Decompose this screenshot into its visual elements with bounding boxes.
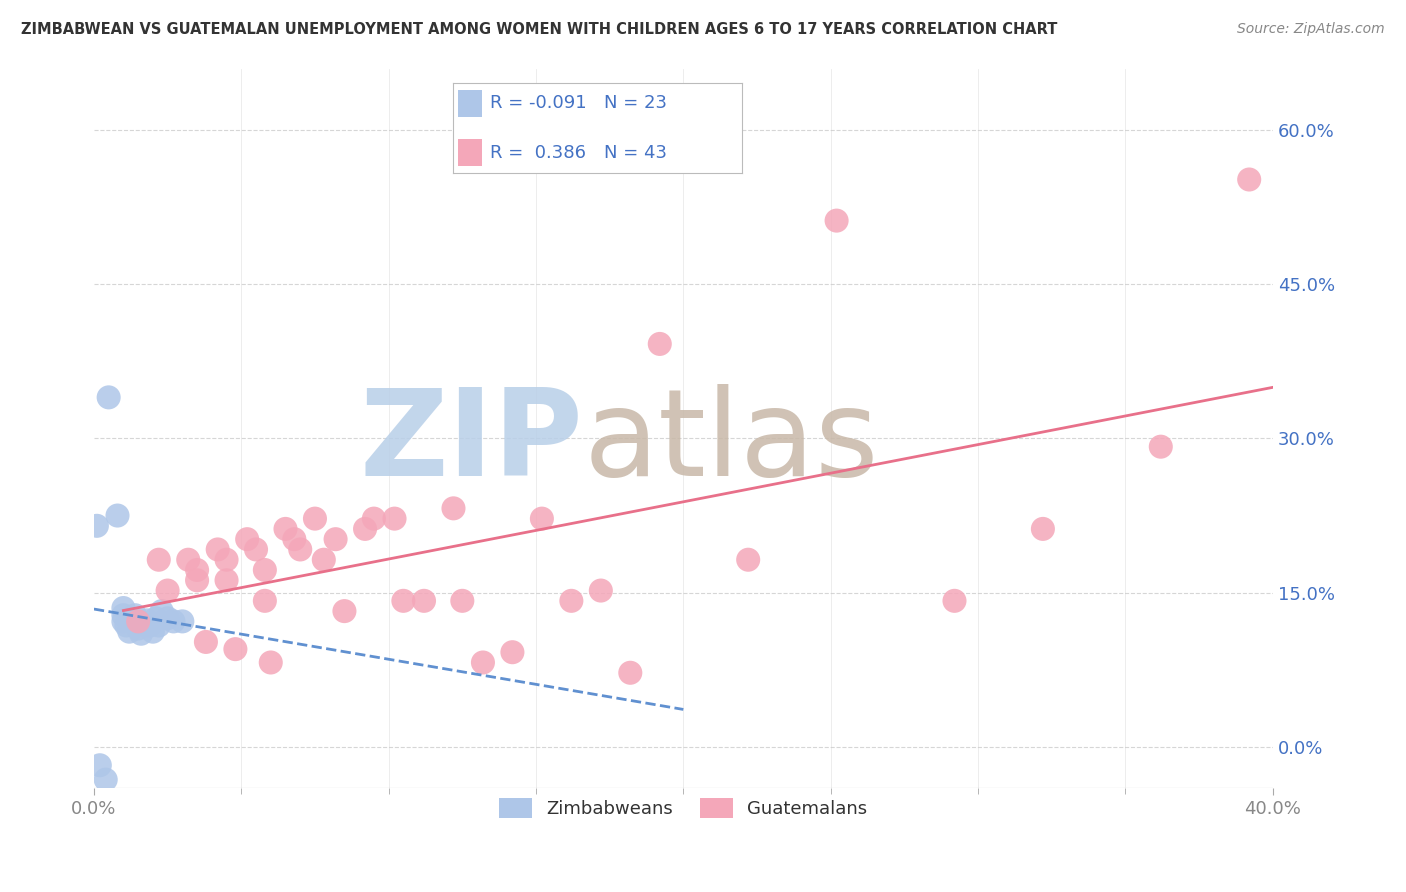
Point <box>224 642 246 657</box>
Point <box>94 772 117 787</box>
Point <box>150 604 173 618</box>
Point <box>194 635 217 649</box>
Point <box>530 511 553 525</box>
Point <box>1237 172 1260 186</box>
Point <box>86 518 108 533</box>
Text: ZIP: ZIP <box>360 384 583 501</box>
Point <box>413 594 436 608</box>
Point <box>392 594 415 608</box>
Point <box>325 532 347 546</box>
Point <box>145 611 167 625</box>
Point <box>207 542 229 557</box>
Point <box>260 656 283 670</box>
Point <box>112 615 135 629</box>
Point <box>186 574 208 588</box>
Point <box>156 583 179 598</box>
Point <box>619 665 641 680</box>
Point <box>97 390 120 404</box>
Point <box>127 615 149 629</box>
Text: ZIMBABWEAN VS GUATEMALAN UNEMPLOYMENT AMONG WOMEN WITH CHILDREN AGES 6 TO 17 YEA: ZIMBABWEAN VS GUATEMALAN UNEMPLOYMENT AM… <box>21 22 1057 37</box>
Point <box>112 601 135 615</box>
Point <box>115 618 138 632</box>
Point <box>186 563 208 577</box>
Point <box>1150 440 1173 454</box>
Point <box>148 618 170 632</box>
Point <box>148 552 170 566</box>
Point <box>589 583 612 598</box>
Point <box>737 552 759 566</box>
Point <box>943 594 966 608</box>
Point <box>253 594 276 608</box>
Point <box>215 552 238 566</box>
Point <box>384 511 406 525</box>
Point <box>304 511 326 525</box>
Point <box>215 574 238 588</box>
Point <box>1032 522 1054 536</box>
Point <box>107 508 129 523</box>
Point <box>825 213 848 227</box>
Point <box>172 615 194 629</box>
Point <box>560 594 582 608</box>
Point <box>501 645 523 659</box>
Point <box>236 532 259 546</box>
Point <box>283 532 305 546</box>
Point <box>648 337 671 351</box>
Legend: Zimbabweans, Guatemalans: Zimbabweans, Guatemalans <box>492 790 875 826</box>
Point <box>253 563 276 577</box>
Point <box>354 522 377 536</box>
Point <box>89 758 111 772</box>
Point <box>333 604 356 618</box>
Point <box>142 624 165 639</box>
Point <box>443 501 465 516</box>
Point <box>312 552 335 566</box>
Point <box>156 611 179 625</box>
Point <box>136 613 159 627</box>
Point <box>129 626 152 640</box>
Text: atlas: atlas <box>583 384 879 501</box>
Point <box>127 622 149 636</box>
Point <box>274 522 297 536</box>
Point <box>363 511 385 525</box>
Point <box>139 618 162 632</box>
Point <box>290 542 312 557</box>
Text: Source: ZipAtlas.com: Source: ZipAtlas.com <box>1237 22 1385 37</box>
Point <box>127 615 149 629</box>
Point <box>245 542 267 557</box>
Point <box>118 624 141 639</box>
Point <box>124 608 146 623</box>
Point <box>451 594 474 608</box>
Point <box>177 552 200 566</box>
Point <box>471 656 494 670</box>
Point <box>162 615 184 629</box>
Point <box>112 608 135 623</box>
